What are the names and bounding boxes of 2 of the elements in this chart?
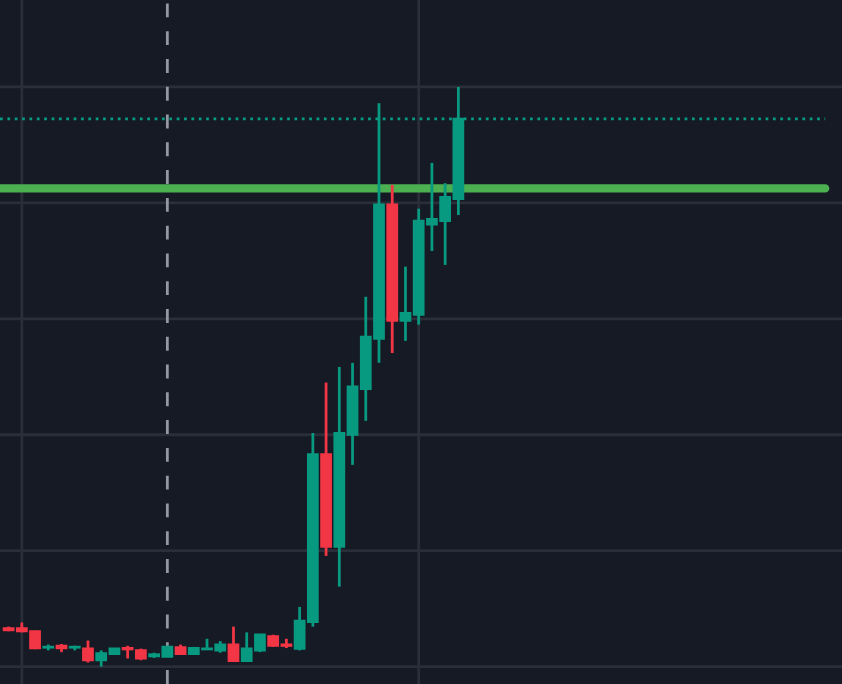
candlestick xyxy=(82,639,94,664)
candlestick xyxy=(227,625,240,663)
